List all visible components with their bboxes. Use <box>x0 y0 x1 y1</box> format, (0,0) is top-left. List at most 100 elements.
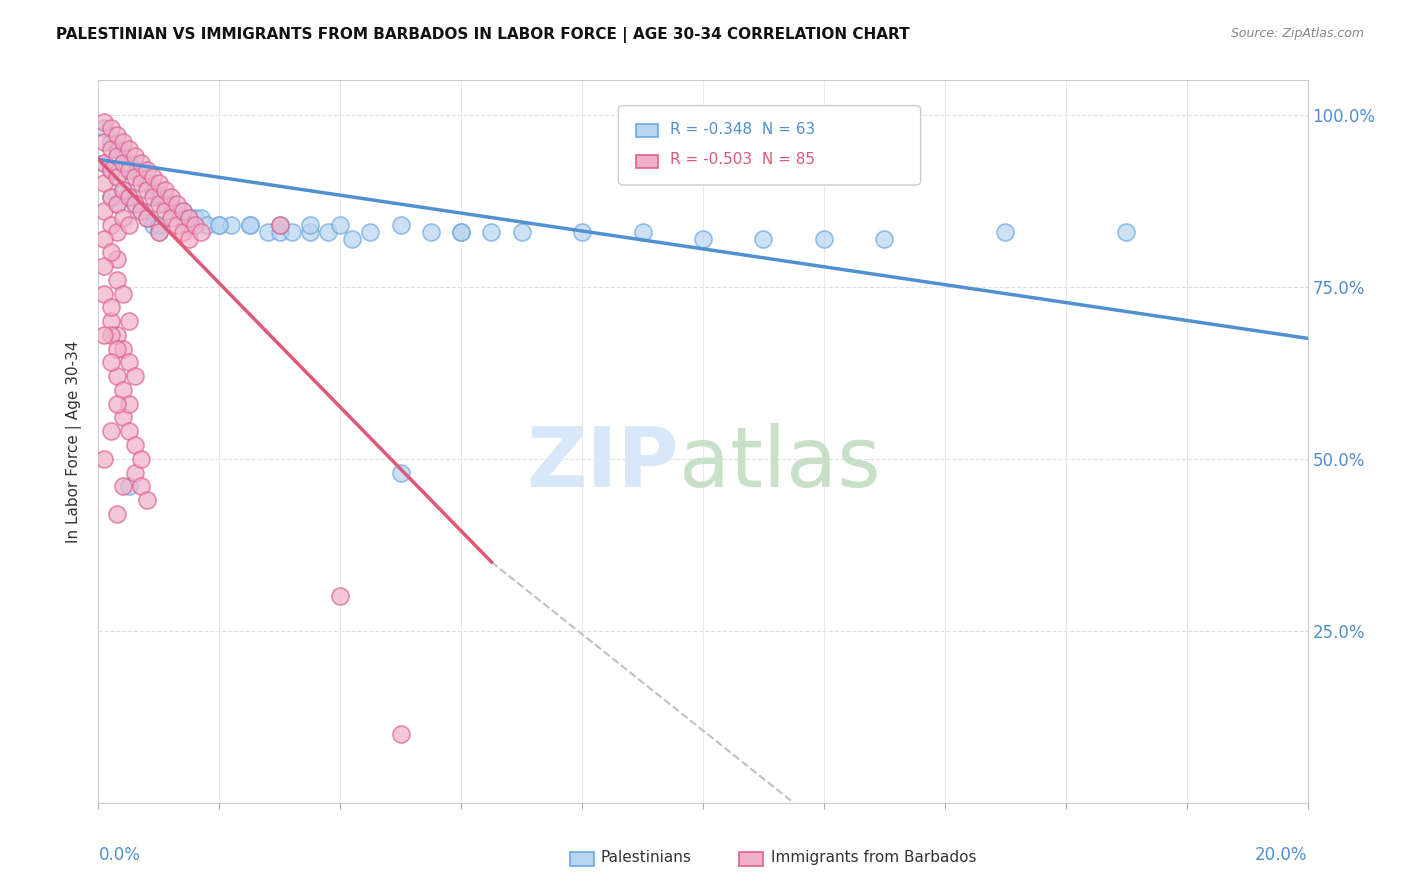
Point <box>105 197 128 211</box>
Point <box>93 177 115 191</box>
Point <box>184 211 207 225</box>
Point <box>281 225 304 239</box>
Point <box>360 225 382 239</box>
Point <box>481 225 503 239</box>
Point <box>299 225 322 239</box>
Point <box>105 252 128 267</box>
FancyBboxPatch shape <box>569 852 595 866</box>
Point <box>111 135 134 149</box>
Point <box>105 142 128 156</box>
Point <box>93 327 115 342</box>
Point <box>221 218 243 232</box>
Point <box>124 369 146 384</box>
Point <box>148 190 170 204</box>
Point <box>124 149 146 163</box>
Point <box>118 218 141 232</box>
Text: Immigrants from Barbados: Immigrants from Barbados <box>770 850 976 865</box>
Point <box>160 197 183 211</box>
Point <box>172 225 194 239</box>
Point <box>124 169 146 184</box>
Point <box>100 190 122 204</box>
Point <box>118 142 141 156</box>
Point <box>111 383 134 397</box>
Point <box>135 162 157 177</box>
Point <box>93 114 115 128</box>
Point <box>389 466 412 480</box>
Text: 0.0%: 0.0% <box>98 847 141 864</box>
Point <box>190 211 212 225</box>
Point <box>100 301 122 315</box>
Point <box>135 211 157 225</box>
Point <box>873 231 896 245</box>
Point <box>148 225 170 239</box>
Text: Source: ZipAtlas.com: Source: ZipAtlas.com <box>1230 27 1364 40</box>
Point <box>124 466 146 480</box>
Text: 20.0%: 20.0% <box>1256 847 1308 864</box>
Point <box>129 169 152 184</box>
FancyBboxPatch shape <box>637 124 658 137</box>
Point <box>142 183 165 197</box>
Point <box>195 218 218 232</box>
Point <box>190 225 212 239</box>
Point <box>256 225 278 239</box>
Point <box>111 183 134 197</box>
Point <box>93 286 115 301</box>
Point <box>118 355 141 369</box>
Point <box>100 121 122 136</box>
Point <box>105 273 128 287</box>
Point <box>129 156 152 170</box>
Text: PALESTINIAN VS IMMIGRANTS FROM BARBADOS IN LABOR FORCE | AGE 30-34 CORRELATION C: PALESTINIAN VS IMMIGRANTS FROM BARBADOS … <box>56 27 910 43</box>
Point <box>148 218 170 232</box>
Point <box>100 355 122 369</box>
Point <box>100 218 122 232</box>
Point <box>129 204 152 219</box>
Point <box>111 410 134 425</box>
Point <box>111 149 134 163</box>
Point <box>179 231 201 245</box>
Point <box>105 397 128 411</box>
Text: atlas: atlas <box>679 423 880 504</box>
Point <box>172 204 194 219</box>
Point <box>111 479 134 493</box>
Point <box>100 190 122 204</box>
Point <box>100 135 122 149</box>
Point <box>100 162 122 177</box>
Point <box>93 135 115 149</box>
Point <box>100 314 122 328</box>
Text: R = -0.503  N = 85: R = -0.503 N = 85 <box>671 153 815 168</box>
Point <box>135 211 157 225</box>
Point <box>994 225 1017 239</box>
Point <box>118 190 141 204</box>
Point <box>1115 225 1137 239</box>
Point <box>166 204 188 219</box>
Point <box>124 197 146 211</box>
Point <box>135 177 157 191</box>
Point <box>631 225 654 239</box>
Point <box>118 162 141 177</box>
Point <box>118 156 141 170</box>
Point <box>329 590 352 604</box>
Point <box>153 197 176 211</box>
Point <box>100 327 122 342</box>
Point <box>184 218 207 232</box>
Point <box>148 197 170 211</box>
Point <box>93 121 115 136</box>
Point <box>571 225 593 239</box>
Point <box>179 211 201 225</box>
Point <box>93 451 115 466</box>
Point <box>105 225 128 239</box>
Point <box>124 438 146 452</box>
Point <box>105 197 128 211</box>
Point <box>420 225 443 239</box>
Point <box>269 218 291 232</box>
Point <box>105 169 128 184</box>
Point <box>129 451 152 466</box>
Point <box>118 424 141 438</box>
Point <box>510 225 533 239</box>
Point <box>269 225 291 239</box>
Text: ZIP: ZIP <box>526 423 679 504</box>
Point <box>450 225 472 239</box>
Point <box>135 183 157 197</box>
Point <box>299 218 322 232</box>
Point <box>105 149 128 163</box>
